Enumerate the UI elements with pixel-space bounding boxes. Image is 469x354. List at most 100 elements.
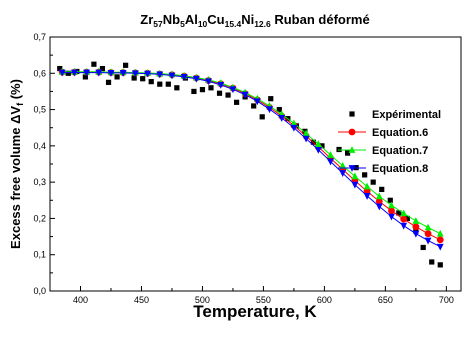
data-point xyxy=(180,74,188,81)
title-part: Nb xyxy=(163,12,180,27)
data-point xyxy=(208,85,214,91)
data-point xyxy=(387,197,393,203)
data-point xyxy=(268,96,274,102)
data-point xyxy=(131,70,139,78)
data-point xyxy=(251,103,257,109)
data-point xyxy=(400,209,408,217)
data-point xyxy=(370,179,376,185)
data-point xyxy=(266,106,273,114)
title-part: Ni xyxy=(241,12,254,27)
data-point xyxy=(314,146,322,154)
legend-label: Equation.6 xyxy=(372,127,428,139)
data-point xyxy=(351,181,359,189)
data-point xyxy=(216,90,223,96)
y-tick-label: 0,7 xyxy=(33,32,46,42)
x-tick-label: 650 xyxy=(378,295,393,305)
data-point xyxy=(156,71,164,79)
legend-label: Equation.8 xyxy=(372,163,428,175)
data-point xyxy=(253,98,261,106)
data-point xyxy=(302,135,310,143)
y-tick-label: 0,2 xyxy=(33,213,46,223)
data-point xyxy=(437,262,443,268)
data-point xyxy=(400,215,408,223)
data-point xyxy=(168,72,176,80)
legend-marker xyxy=(348,146,356,153)
data-point xyxy=(229,86,237,94)
title-subscript: 10 xyxy=(198,19,208,29)
legend: Expérimental Equation.6 Equation.7 Equation… xyxy=(338,109,441,175)
y-tick-label: 0,6 xyxy=(33,68,46,78)
title-part: Zr xyxy=(140,12,153,27)
data-point xyxy=(70,69,78,77)
data-point xyxy=(119,70,127,77)
y-title-delta: ΔV xyxy=(8,106,23,124)
legend-marker xyxy=(348,128,356,136)
data-point xyxy=(412,230,420,238)
data-point xyxy=(396,210,402,216)
data-point xyxy=(140,76,146,82)
data-point xyxy=(83,69,90,77)
data-point xyxy=(404,215,410,222)
data-point xyxy=(233,99,240,105)
data-point xyxy=(276,106,282,113)
data-point xyxy=(412,223,420,231)
legend-marker xyxy=(348,165,356,172)
data-point xyxy=(302,128,308,134)
data-point xyxy=(95,69,103,77)
data-point xyxy=(388,201,395,209)
data-point xyxy=(205,78,212,86)
title-subscript: 5 xyxy=(180,19,185,29)
data-point xyxy=(436,243,444,251)
y-axis-title: Excess free volume ΔVf (%) xyxy=(8,79,25,249)
title-subscript: 15.4 xyxy=(225,19,242,29)
data-point xyxy=(191,88,197,95)
data-point xyxy=(436,236,444,244)
data-point xyxy=(375,192,383,200)
data-point xyxy=(144,70,151,78)
data-point xyxy=(217,81,225,89)
legend-item: Equation.6 xyxy=(338,127,428,139)
x-tick-label: 550 xyxy=(256,295,271,305)
data-point xyxy=(241,91,249,99)
legend-item: Expérimental xyxy=(349,109,441,121)
legend-label: Expérimental xyxy=(372,109,441,121)
y-tick-label: 0,3 xyxy=(33,177,46,187)
title-part: Al xyxy=(185,12,198,27)
axis-ticks: 400 450 500 550 600 650 700 0,0 0,1 0,2 0,3 0,4 0,5 0… xyxy=(33,32,453,305)
x-tick-label: 400 xyxy=(73,295,88,305)
data-point xyxy=(225,92,231,98)
data-point xyxy=(344,150,351,156)
x-tick-label: 600 xyxy=(317,295,332,305)
data-point xyxy=(362,172,368,178)
data-point xyxy=(123,62,129,68)
data-point xyxy=(290,124,298,132)
y-tick-label: 0,5 xyxy=(33,105,46,115)
legend-marker xyxy=(349,111,355,117)
data-point xyxy=(351,172,359,180)
data-point xyxy=(65,70,71,76)
data-point xyxy=(424,223,432,231)
data-point xyxy=(319,143,325,149)
data-point xyxy=(82,74,88,80)
data-point xyxy=(114,74,120,80)
data-point xyxy=(429,259,435,265)
data-point xyxy=(363,193,371,200)
data-point xyxy=(148,79,154,85)
data-point xyxy=(388,207,395,215)
data-point xyxy=(290,119,298,127)
data-point xyxy=(339,161,347,169)
data-point xyxy=(363,187,371,195)
data-point xyxy=(91,61,97,67)
data-point xyxy=(336,146,342,153)
data-point xyxy=(131,75,137,81)
data-point xyxy=(302,129,310,137)
x-axis-title: Temperature, K xyxy=(193,302,317,321)
data-point xyxy=(199,87,206,93)
title-part: Ruban déformé xyxy=(271,12,370,27)
y-tick-label: 0,0 xyxy=(33,286,46,296)
data-point xyxy=(436,229,444,237)
x-tick-label: 500 xyxy=(195,295,210,305)
series-4 xyxy=(58,69,444,251)
y-tick-label: 0,4 xyxy=(33,141,46,151)
